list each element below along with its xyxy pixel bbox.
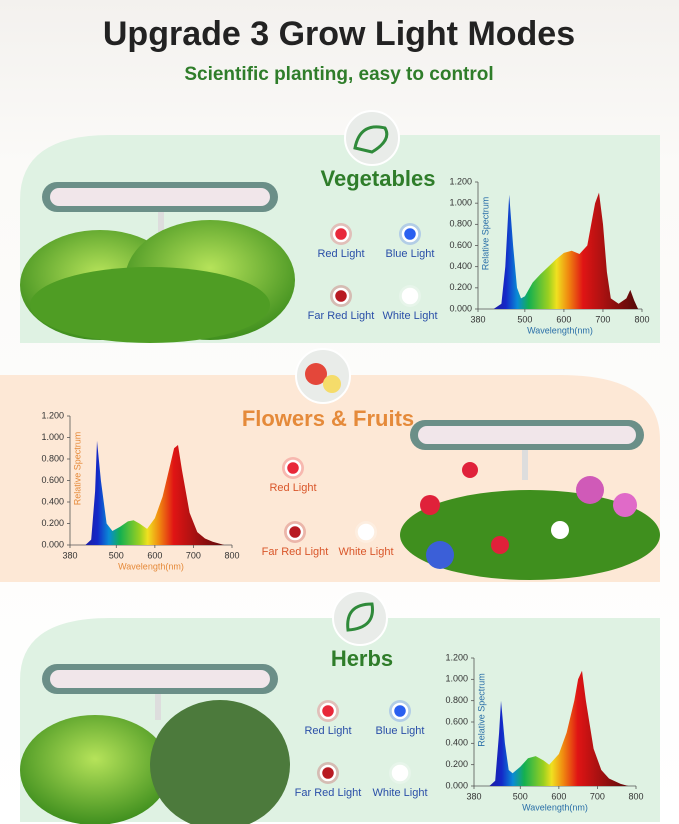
panel-heading: Flowers & Fruits [242,406,414,431]
light-label: Blue Light [376,725,425,737]
light-label: Far Red Light [308,310,375,322]
light-dot [357,523,375,541]
x-tick-label: 600 [556,314,571,324]
y-tick-label: 0.400 [41,496,64,506]
panel-heading: Herbs [331,646,393,671]
y-tick-label: 0.600 [449,240,472,250]
x-axis-label: Wavelength(nm) [527,325,593,335]
y-tick-label: 0.200 [41,518,64,528]
y-tick-label: 0.800 [445,695,468,705]
y-tick-label: 0.600 [445,716,468,726]
x-tick-label: 800 [628,791,643,801]
x-tick-label: 800 [634,314,649,324]
light-dot [286,523,304,541]
x-tick-label: 700 [590,791,605,801]
light-label: Far Red Light [295,787,362,799]
light-dot [284,459,302,477]
y-tick-label: 1.000 [445,674,468,684]
y-tick-label: 0.000 [449,303,472,313]
y-tick-label: 1.200 [449,176,472,186]
light-label: White Light [382,310,437,322]
light-label: Red Light [317,248,364,260]
y-tick-label: 0.400 [449,261,472,271]
light-label: Blue Light [386,248,435,260]
page-title: Upgrade 3 Grow Light Modes [103,15,575,53]
icon [295,348,351,404]
y-tick-label: 0.000 [41,539,64,549]
y-axis-label: Relative Spectrum [72,432,82,506]
y-tick-label: 0.800 [449,219,472,229]
icon [332,590,388,646]
x-axis-label: Wavelength(nm) [522,802,588,812]
y-axis-label: Relative Spectrum [476,673,486,747]
x-tick-label: 700 [186,550,201,560]
x-tick-label: 700 [595,314,610,324]
y-tick-label: 1.000 [41,432,64,442]
lamp-illustration [20,182,295,343]
y-tick-label: 0.400 [445,738,468,748]
x-tick-label: 380 [466,791,481,801]
page-subtitle: Scientific planting, easy to control [184,64,493,85]
light-dot [391,702,409,720]
light-label: Far Red Light [262,546,329,558]
light-dot [319,702,337,720]
light-label: Red Light [304,725,351,737]
panel-heading: Vegetables [321,166,436,191]
light-dot [401,287,419,305]
y-tick-label: 0.600 [41,475,64,485]
x-tick-label: 380 [62,550,77,560]
light-label: White Light [338,546,393,558]
y-tick-label: 0.200 [445,759,468,769]
x-axis-label: Wavelength(nm) [118,561,184,571]
y-tick-label: 0.000 [445,780,468,790]
light-dot [332,225,350,243]
x-tick-label: 600 [147,550,162,560]
light-dot [332,287,350,305]
lamp-illustration [400,420,660,580]
x-tick-label: 500 [517,314,532,324]
y-tick-label: 0.200 [449,282,472,292]
x-tick-label: 380 [470,314,485,324]
x-tick-label: 600 [551,791,566,801]
light-label: Red Light [269,482,316,494]
lamp-illustration [20,664,290,824]
x-tick-label: 500 [109,550,124,560]
x-tick-label: 500 [513,791,528,801]
y-axis-label: Relative Spectrum [480,197,490,271]
x-tick-label: 800 [224,550,239,560]
y-tick-label: 1.200 [41,410,64,420]
spectrum-area [85,440,225,545]
light-label: White Light [372,787,427,799]
y-tick-label: 1.200 [445,652,468,662]
y-tick-label: 1.000 [449,198,472,208]
light-dot [401,225,419,243]
light-dot [391,764,409,782]
y-tick-label: 0.800 [41,453,64,463]
icon [344,110,400,166]
spectrum-area [489,670,629,786]
light-dot [319,764,337,782]
spectrum-area [493,192,639,309]
